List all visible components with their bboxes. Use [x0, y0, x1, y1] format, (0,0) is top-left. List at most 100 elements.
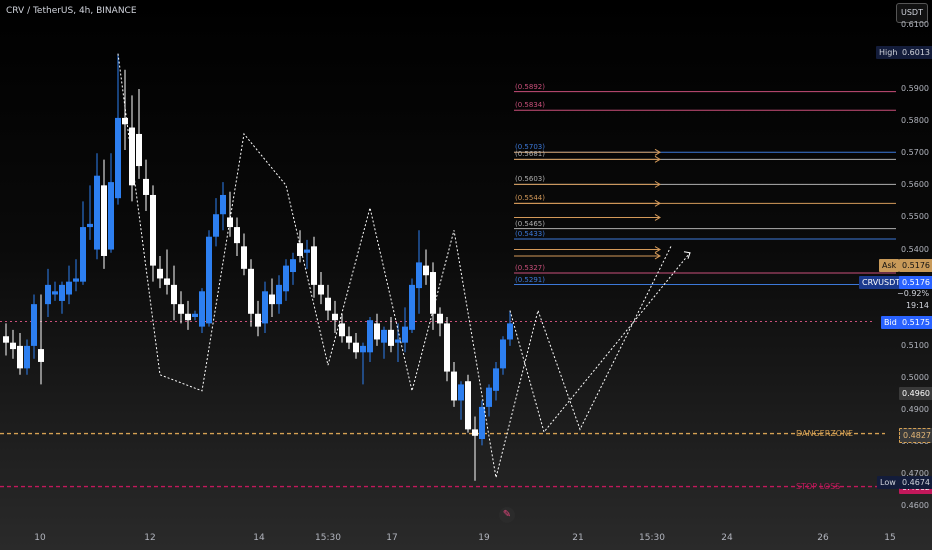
y-axis-tick: 0.5800 — [901, 116, 929, 126]
x-axis-tick: 14 — [253, 533, 265, 543]
candle-body — [458, 384, 464, 401]
candle-body — [108, 182, 114, 250]
candle-body — [213, 214, 219, 237]
level-label: (0.5544) — [515, 194, 545, 203]
candle-body — [143, 178, 149, 195]
x-axis-tick: 17 — [386, 533, 398, 543]
candle-body — [416, 262, 422, 289]
y-axis-tick: 0.6100 — [901, 19, 929, 29]
x-axis-tick: 12 — [144, 533, 156, 543]
candle-body — [115, 117, 121, 199]
candle-body — [66, 281, 72, 295]
candle-body — [234, 227, 240, 244]
candle-body — [3, 336, 9, 343]
candle-body — [178, 304, 184, 314]
x-axis-tick: 21 — [572, 533, 584, 543]
candle-body — [150, 194, 156, 266]
candle-body — [220, 194, 226, 215]
level-label: (0.5291) — [515, 275, 545, 284]
arrow-head-icon — [654, 214, 661, 221]
candle-body — [59, 284, 65, 301]
y-axis-tick: 0.5000 — [901, 373, 929, 382]
candle-body — [199, 291, 205, 327]
x-axis-tick: 24 — [721, 533, 733, 543]
y-axis-tick: 0.4700 — [901, 469, 929, 479]
candle-body — [45, 284, 51, 305]
candle-body — [472, 429, 478, 436]
candle-body — [353, 342, 359, 353]
y-axis-tick: 0.5900 — [901, 84, 929, 93]
zone-name: STOP LOSS — [796, 481, 841, 491]
high-label: High — [876, 46, 901, 59]
level-label: (0.5681) — [515, 150, 545, 159]
candle-body — [360, 345, 366, 353]
y-axis-tick: 0.4600 — [901, 501, 929, 511]
candle-body — [122, 117, 128, 125]
x-axis-tick: 10 — [34, 533, 46, 543]
arrow-head-icon — [654, 180, 661, 188]
candle-body — [255, 313, 261, 327]
ask-label: Ask — [879, 259, 900, 272]
low-value: 0.4674 — [899, 476, 932, 489]
level-label: (0.5892) — [515, 82, 545, 91]
x-axis-tick: 15:30 — [639, 533, 665, 543]
candle-body — [304, 249, 310, 253]
candle-body — [52, 291, 58, 295]
chart-title: CRV / TetherUS, 4h, BINANCE — [6, 6, 137, 16]
marker-price: 0.4960 — [899, 387, 932, 400]
candle-body — [479, 406, 485, 440]
y-axis-tick: 0.5100 — [901, 340, 929, 350]
candle-body — [269, 294, 275, 305]
last-symbol: CRVUSDT — [859, 276, 904, 289]
candle-body — [395, 339, 401, 343]
x-axis-tick: 15 — [884, 533, 896, 543]
arrow-head-icon — [654, 155, 661, 163]
candle-body — [346, 336, 352, 343]
candle-body — [276, 284, 282, 305]
candle-body — [367, 320, 373, 353]
candle-body — [423, 265, 429, 276]
projection-arrow-icon — [683, 251, 691, 259]
candle-body — [101, 185, 107, 256]
low-label: Low — [877, 476, 899, 489]
candle-body — [80, 227, 86, 282]
bid-value: 0.5175 — [899, 316, 932, 329]
candle-body — [171, 284, 177, 305]
arrow-head-icon — [654, 148, 661, 156]
candle-body — [73, 278, 79, 282]
arrow-head-icon — [654, 252, 661, 260]
level-label: (0.5834) — [515, 101, 545, 110]
level-label: (0.5327) — [515, 263, 545, 272]
candle-body — [332, 313, 338, 321]
level-label: (0.5433) — [515, 229, 545, 238]
currency-button[interactable]: USDT — [896, 3, 928, 23]
x-axis-tick: 15:30 — [315, 533, 341, 543]
high-value: 0.6013 — [899, 46, 932, 59]
candle-body — [94, 175, 100, 250]
candle-body — [290, 259, 296, 273]
candle-body — [164, 278, 170, 285]
candle-body — [409, 284, 415, 330]
candle-body — [31, 304, 37, 346]
candle-body — [493, 368, 499, 391]
candle-body — [283, 265, 289, 292]
tradingview-logo-icon[interactable]: ✎ — [499, 507, 515, 523]
candle-body — [318, 284, 324, 295]
candle-body — [402, 326, 408, 343]
projection-path — [509, 252, 691, 434]
candle-body — [262, 291, 268, 324]
candle-body — [507, 323, 513, 340]
candle-body — [87, 223, 93, 228]
arrow-head-icon — [654, 246, 661, 253]
candle-body — [311, 246, 317, 285]
level-label: (0.5703) — [515, 143, 545, 152]
candle-body — [206, 236, 212, 324]
pattern-zigzag — [117, 53, 672, 478]
x-axis-tick: 26 — [817, 533, 829, 543]
candle-body — [325, 297, 331, 311]
bid-label: Bid — [881, 316, 900, 329]
candle-body — [465, 381, 471, 430]
bar-countdown: 19:14 — [905, 301, 929, 310]
candle-body — [374, 323, 380, 340]
